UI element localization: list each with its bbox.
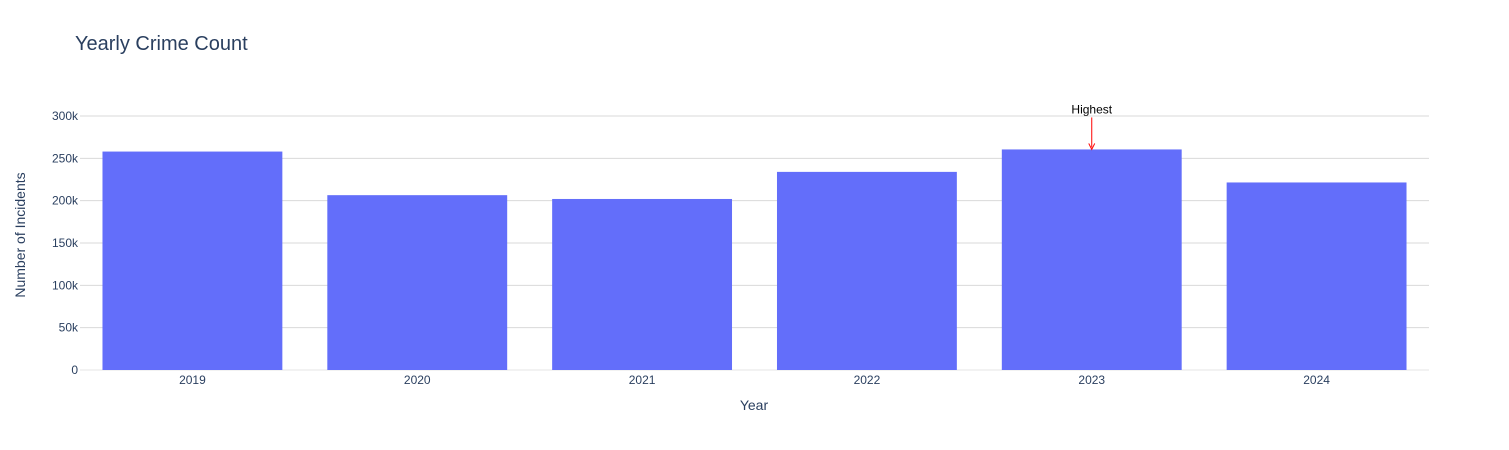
gridlines [80,115,1429,371]
x-tick-label: 2020 [404,373,431,387]
x-tick-label: 2019 [179,373,206,387]
bar-2019[interactable] [102,151,283,370]
y-tick-label: 200k [52,194,79,208]
bar-2023[interactable] [1001,149,1182,370]
y-tick-label: 50k [59,321,79,335]
y-tick-label: 100k [52,278,79,292]
annotation-label: Highest [1071,102,1112,116]
x-tick-label: 2021 [629,373,656,387]
y-tick-label: 150k [52,236,79,250]
x-axis-title: Year [740,397,769,413]
y-tick-label: 250k [52,151,79,165]
bar-2021[interactable] [552,198,733,370]
y-tick-label: 0 [71,363,78,377]
annotation-arrowhead [1088,143,1096,151]
y-axis-title: Number of Incidents [12,172,28,297]
x-tick-label: 2024 [1303,373,1330,387]
bar-2022[interactable] [776,171,957,370]
bar-2020[interactable] [327,195,508,370]
x-tick-labels: 2019 2020 2021 2022 2023 2024 [179,373,1330,387]
x-tick-label: 2023 [1078,373,1105,387]
bar-2024[interactable] [1226,182,1407,370]
bars [102,149,1407,370]
y-tick-label: 300k [52,109,79,123]
y-tick-labels: 0 50k 100k 150k 200k 250k 300k [52,109,79,377]
annotation: Highest [1071,102,1113,151]
chart-title: Yearly Crime Count [75,33,248,55]
x-tick-label: 2022 [854,373,881,387]
